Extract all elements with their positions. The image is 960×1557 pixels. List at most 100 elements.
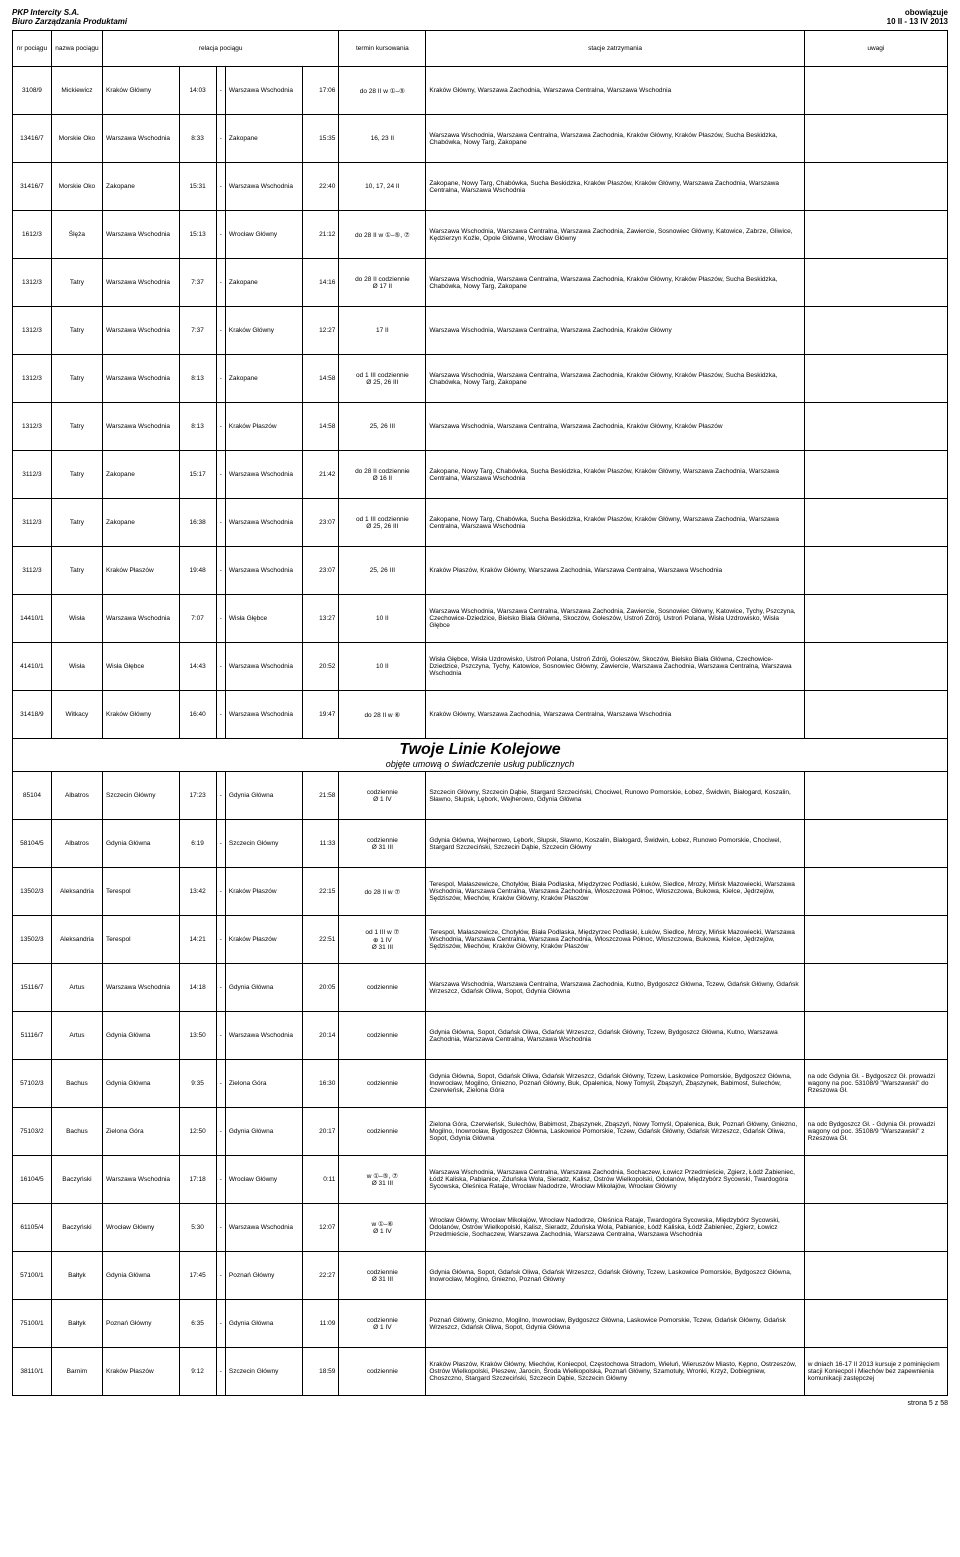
cell-uwagi [804,163,947,211]
cell-name: Tatry [51,355,102,403]
col-nr: nr pociągu [13,31,52,67]
cell-deptime: 14:21 [179,916,216,964]
cell-name: Tatry [51,259,102,307]
cell-from: Warszawa Wschodnia [102,1156,179,1204]
section-title: Twoje Linie Kolejowe [16,741,944,759]
cell-nr: 14410/1 [13,595,52,643]
table-row: 13416/7Morskie OkoWarszawa Wschodnia8:33… [13,115,948,163]
cell-uwagi [804,916,947,964]
cell-uwagi: na odc Bydgoszcz Gł. - Gdynia Gł. prowad… [804,1108,947,1156]
cell-deptime: 17:23 [179,772,216,820]
cell-sep: - [216,1108,225,1156]
col-uwagi: uwagi [804,31,947,67]
cell-term: od 1 III w ⑦⊕ 1 IVØ 31 III [339,916,426,964]
cell-sep: - [216,1300,225,1348]
cell-name: Bałtyk [51,1252,102,1300]
cell-stacje: Szczecin Główny, Szczecin Dąbie, Stargar… [426,772,804,820]
cell-name: Albatros [51,772,102,820]
cell-arrtime: 21:12 [302,211,339,259]
cell-arrtime: 17:06 [302,67,339,115]
cell-to: Warszawa Wschodnia [225,1012,302,1060]
cell-deptime: 12:50 [179,1108,216,1156]
cell-name: Wisła [51,595,102,643]
cell-stacje: Warszawa Wschodnia, Warszawa Centralna, … [426,355,804,403]
department-name: Biuro Zarządzania Produktami [12,17,127,26]
cell-arrtime: 23:07 [302,547,339,595]
cell-uwagi [804,115,947,163]
cell-uwagi [804,1012,947,1060]
cell-nr: 75103/2 [13,1108,52,1156]
cell-to: Warszawa Wschodnia [225,67,302,115]
cell-arrtime: 12:07 [302,1204,339,1252]
cell-from: Gdynia Główna [102,1252,179,1300]
cell-from: Kraków Główny [102,691,179,739]
cell-nr: 1312/3 [13,403,52,451]
cell-term: do 28 II w ⑦ [339,868,426,916]
table-row: 41410/1WisłaWisła Głębce14:43-Warszawa W… [13,643,948,691]
cell-uwagi [804,259,947,307]
cell-nr: 1312/3 [13,259,52,307]
cell-to: Warszawa Wschodnia [225,499,302,547]
section-title-row: Twoje Linie Kolejowe objęte umową o świa… [13,739,948,772]
cell-deptime: 17:45 [179,1252,216,1300]
company-name: PKP Intercity S.A. [12,8,127,17]
cell-deptime: 7:37 [179,307,216,355]
cell-term: codziennieØ 31 III [339,820,426,868]
cell-from: Warszawa Wschodnia [102,307,179,355]
cell-to: Kraków Płaszów [225,916,302,964]
cell-arrtime: 20:17 [302,1108,339,1156]
cell-to: Zakopane [225,259,302,307]
cell-to: Zakopane [225,115,302,163]
cell-to: Szczecin Główny [225,1348,302,1396]
cell-nr: 1312/3 [13,355,52,403]
cell-name: Mickiewicz [51,67,102,115]
cell-sep: - [216,1012,225,1060]
cell-arrtime: 14:58 [302,355,339,403]
cell-sep: - [216,595,225,643]
cell-to: Zakopane [225,355,302,403]
cell-sep: - [216,355,225,403]
cell-arrtime: 22:51 [302,916,339,964]
cell-uwagi: w dniach 16-17 II 2013 kursuje z pominię… [804,1348,947,1396]
cell-term: 10, 17, 24 II [339,163,426,211]
cell-term: codziennieØ 1 IV [339,1300,426,1348]
cell-nr: 57102/3 [13,1060,52,1108]
cell-name: Morskie Oko [51,163,102,211]
table-row: 3108/9MickiewiczKraków Główny14:03-Warsz… [13,67,948,115]
cell-arrtime: 13:27 [302,595,339,643]
col-stacje: stacje zatrzymania [426,31,804,67]
cell-to: Warszawa Wschodnia [225,691,302,739]
cell-uwagi [804,307,947,355]
cell-stacje: Kraków Główny, Warszawa Zachodnia, Warsz… [426,67,804,115]
cell-sep: - [216,67,225,115]
table-row: 57100/1BałtykGdynia Główna17:45-Poznań G… [13,1252,948,1300]
cell-sep: - [216,772,225,820]
cell-deptime: 19:48 [179,547,216,595]
cell-from: Zakopane [102,163,179,211]
cell-deptime: 15:17 [179,451,216,499]
cell-arrtime: 23:07 [302,499,339,547]
cell-sep: - [216,916,225,964]
cell-arrtime: 14:58 [302,403,339,451]
cell-deptime: 9:35 [179,1060,216,1108]
cell-nr: 41410/1 [13,643,52,691]
cell-to: Kraków Płaszów [225,403,302,451]
cell-stacje: Warszawa Wschodnia, Warszawa Centralna, … [426,964,804,1012]
cell-deptime: 6:19 [179,820,216,868]
cell-name: Ślęża [51,211,102,259]
cell-to: Kraków Główny [225,307,302,355]
cell-from: Kraków Płaszów [102,547,179,595]
cell-deptime: 7:07 [179,595,216,643]
cell-uwagi [804,772,947,820]
cell-uwagi [804,499,947,547]
cell-uwagi [804,547,947,595]
cell-term: 25, 26 III [339,403,426,451]
cell-from: Warszawa Wschodnia [102,403,179,451]
cell-nr: 15116/7 [13,964,52,1012]
table-row: 57102/3BachusGdynia Główna9:35-Zielona G… [13,1060,948,1108]
cell-arrtime: 20:14 [302,1012,339,1060]
table-row: 61105/4BaczyńskiWrocław Główny5:30-Warsz… [13,1204,948,1252]
cell-from: Warszawa Wschodnia [102,259,179,307]
cell-name: Tatry [51,499,102,547]
cell-stacje: Warszawa Wschodnia, Warszawa Centralna, … [426,259,804,307]
